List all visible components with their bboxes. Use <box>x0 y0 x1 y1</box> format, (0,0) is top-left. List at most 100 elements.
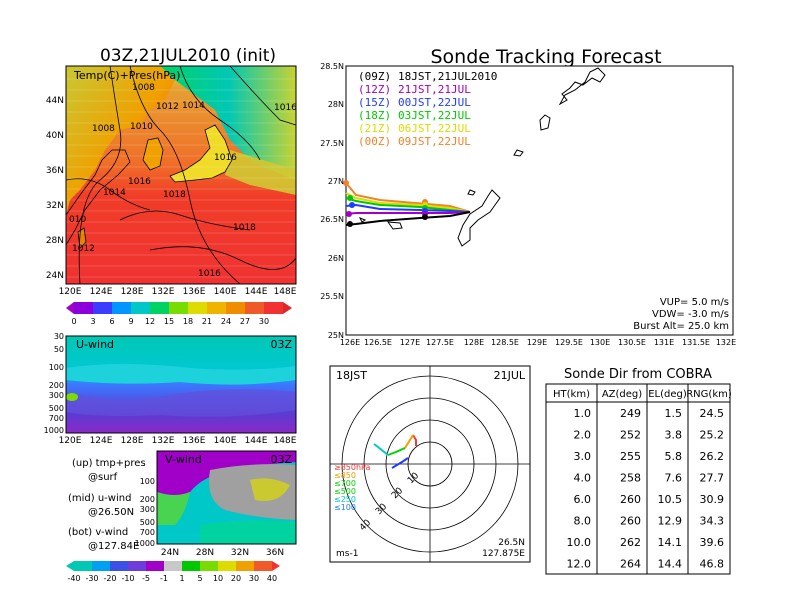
isobar-label: 1014 <box>182 101 205 111</box>
lon-label: 124E <box>90 287 113 297</box>
lon-label: 131E <box>654 338 674 347</box>
table-cell: 3.0 <box>574 450 592 463</box>
lat-label: 26.5N <box>320 215 344 224</box>
colorbar-label: -20 <box>103 574 116 583</box>
tracking-legend: (09Z) 18JST,21JUL2010 (12Z) 21JST,21JUL (1… <box>358 70 497 148</box>
lat-label: 32N <box>231 548 249 558</box>
lon-label: 126E <box>340 338 360 347</box>
lat-label: 27.5N <box>320 139 344 148</box>
legend-code: (21Z) <box>358 122 391 135</box>
isobar-label: 1018 <box>163 190 186 200</box>
temp-map: 1008 1012 1014 1008 1010 1016 1016 1016 … <box>65 65 297 285</box>
legend-time: 21JST,21JUL <box>398 83 471 96</box>
hodo-date: 21JUL <box>494 369 526 382</box>
hodo-units: ms-1 <box>336 549 358 559</box>
p-label: 200 <box>49 381 64 390</box>
table-cell: 5.8 <box>665 450 683 463</box>
table-cell: 27.7 <box>700 472 725 485</box>
temp-colorbar <box>66 302 292 314</box>
hodo-lon: 127.875E <box>482 549 525 559</box>
note-mid: (mid) u-wind <box>68 493 131 504</box>
table-cell: 14.1 <box>658 536 683 549</box>
lat-label: 36N <box>266 548 284 558</box>
p-label: 300 <box>49 391 64 400</box>
track-points <box>343 180 428 227</box>
lon-label: 124E <box>90 436 113 446</box>
colorbar-label: 20 <box>231 574 241 583</box>
level-label: ≤850 <box>334 471 356 480</box>
table-cell: 10.5 <box>658 493 683 506</box>
table-cell: 12.9 <box>658 515 683 528</box>
p-label: 700 <box>140 528 155 537</box>
table-cell: 46.8 <box>700 558 725 571</box>
colorbar-label: 21 <box>202 317 212 326</box>
lon-label: 140E <box>214 436 237 446</box>
lat-label: 25N <box>328 331 344 340</box>
colorbar-label: 3 <box>90 317 95 326</box>
uwind-time: 03Z <box>270 338 292 351</box>
isobar-label: 1010 <box>130 122 153 132</box>
isobar-label: 1012 <box>72 244 95 254</box>
lat-label: 28N <box>46 236 64 246</box>
sonde-table: HT(km) AZ(deg) EL(deg) RNG(km) 1.0 249 1.5 24.5… <box>545 383 732 575</box>
colorbar-label: 40 <box>267 574 277 583</box>
uwind-blue-band <box>66 389 296 417</box>
uwind-p-labels: 30 50 100 200 300 500 700 1000 <box>44 332 64 435</box>
east-yellow-band <box>225 150 296 195</box>
colorbar-label: -5 <box>142 574 150 583</box>
lon-label: 148E <box>274 436 297 446</box>
vwind-purple-top <box>157 451 296 495</box>
lat-label: 26N <box>328 254 344 263</box>
legend-code: (15Z) <box>358 96 391 109</box>
lon-label: 129E <box>527 338 547 347</box>
legend-code: (09Z) <box>358 70 391 83</box>
table-cell: 26.2 <box>700 450 725 463</box>
lat-label: 32N <box>46 201 64 211</box>
wind-colorbar-labels: -40 -30 -20 -10 -5 -1 1 5 10 20 30 40 <box>67 574 277 583</box>
legend-code: (18Z) <box>358 109 391 122</box>
level-label: ≤250 <box>334 495 356 504</box>
lon-label: 132E <box>716 338 736 347</box>
uwind-cyan-core <box>66 364 296 385</box>
colorbar-label: 18 <box>183 317 193 326</box>
hodo-lat: 26.5N <box>498 538 525 548</box>
note-mid-sub: @26.50N <box>88 507 134 518</box>
vwind-title: V-wind <box>165 453 202 466</box>
table-cell: 4.0 <box>574 472 592 485</box>
lat-label: 25.5N <box>320 292 344 301</box>
vwind-yellow-patch <box>250 478 290 501</box>
table-cell: 1.0 <box>574 407 592 420</box>
lat-label: 24N <box>46 271 64 281</box>
lon-label: 126.5E <box>364 338 392 347</box>
isobar-label: 1008 <box>92 124 115 134</box>
p-label: 500 <box>140 518 155 527</box>
china-coast <box>65 149 131 247</box>
burst-label: Burst Alt= 25.0 km <box>633 321 729 332</box>
colorbar-label: -40 <box>67 574 80 583</box>
isobar-label: 1016 <box>198 269 221 279</box>
lat-label: 28.5N <box>320 62 344 71</box>
isobar-label: 1016 <box>274 103 297 113</box>
level-label: ≤100 <box>334 503 356 512</box>
lon-label: 144E <box>245 436 268 446</box>
lon-label: 128E <box>464 338 484 347</box>
table-header-cell: EL(deg) <box>648 389 687 400</box>
hodo-time: 18JST <box>336 369 367 382</box>
table-cell: 252 <box>620 429 641 442</box>
hodograph: 10 20 30 40 ≥850hPa ≤850 ≤700 ≤500 ≤250 … <box>329 365 531 563</box>
left-panel-title: 03Z,21JUL2010 (init) <box>100 46 276 66</box>
colorbar-label: -30 <box>85 574 98 583</box>
table-cell: 12.0 <box>567 558 592 571</box>
colorbar-label: 24 <box>221 317 231 326</box>
colorbar-label: 6 <box>109 317 114 326</box>
track-lines <box>345 182 471 226</box>
table-cell: 30.9 <box>700 493 725 506</box>
lon-label: 128E <box>121 436 144 446</box>
colorbar-label: 10 <box>213 574 223 583</box>
tracking-title: Sonde Tracking Forecast <box>430 46 661 68</box>
wind-colorbar <box>66 561 280 571</box>
table-cell: 2.0 <box>574 429 592 442</box>
legend-time: 18JST,21JUL2010 <box>398 70 497 83</box>
track-21Z <box>345 192 471 213</box>
